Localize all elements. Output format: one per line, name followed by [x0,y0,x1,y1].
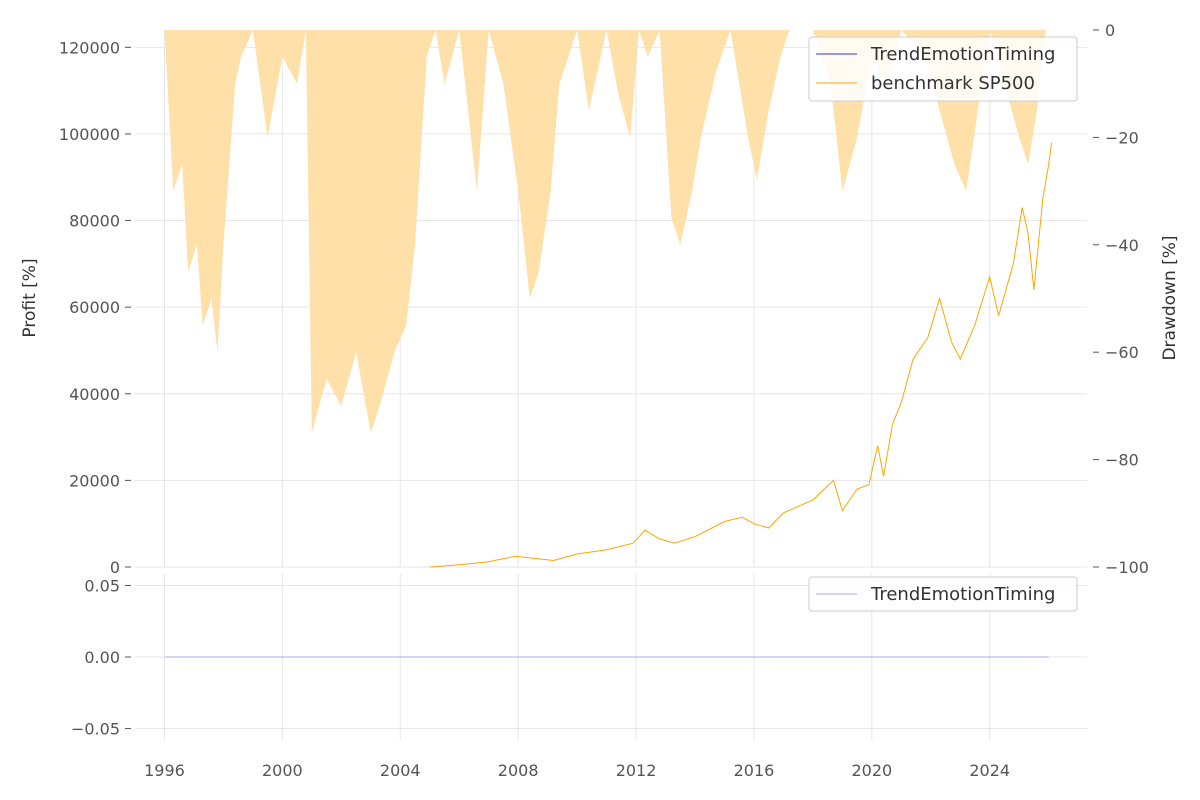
bottom-legend-box [808,576,1078,612]
y-tick-label: 40000 [69,385,120,404]
y2-tick-label: −20 [1105,128,1139,147]
bottom-legend: TrendEmotionTiming [808,576,1078,612]
drawdown-axis-label: Drawdown [%] [1160,235,1180,360]
x-tick-label: 2004 [380,761,421,780]
profit-axis-label: Profit [%] [20,258,40,337]
top-legend-box [808,36,1078,102]
profit-drawdown-panel: 0 20000 40000 60000 80000 100000 120000 0 −20 −40… [20,21,1180,577]
y-tick-label: 80000 [69,212,120,231]
y2-tick-label: −60 [1105,343,1139,362]
x-tick-label: 2024 [969,761,1010,780]
strategy-returns-panel: −0.05 0.00 0.05 TrendEmotionTiming [71,574,1087,740]
benchmark-line [429,142,1053,568]
bottom-axis-ticks: −0.05 0.00 0.05 [71,576,131,739]
drawdown-area [164,30,1052,433]
top-axis-ticks: 0 20000 40000 60000 80000 100000 120000 0 −20 −40… [59,21,1149,577]
y-tick-label: 60000 [69,298,120,317]
y-tick-label: 120000 [59,38,120,57]
bottom-y-tick-label: 0.00 [84,648,120,667]
top-legend: TrendEmotionTiming benchmark SP500 [808,36,1078,102]
y-tick-label: 20000 [69,471,120,490]
x-tick-label: 2012 [616,761,657,780]
legend-label-strategy: TrendEmotionTiming [870,44,1055,65]
legend-label-benchmark: benchmark SP500 [871,73,1035,94]
x-tick-label: 2016 [734,761,775,780]
drawdown-area-layer [164,30,1052,433]
x-tick-label: 2000 [262,761,303,780]
bottom-y-tick-label: −0.05 [71,720,120,739]
y2-tick-label: −40 [1105,236,1139,255]
x-tick-label: 2020 [851,761,892,780]
y2-tick-label: −100 [1105,558,1149,577]
legend-label-strategy-bottom: TrendEmotionTiming [870,584,1055,605]
y-tick-label: 100000 [59,125,120,144]
y2-tick-label: −80 [1105,451,1139,470]
y-tick-label: 0 [110,558,120,577]
bottom-y-tick-label: 0.05 [84,576,120,595]
x-axis-ticks: 1996 2000 2004 2008 2012 2016 2020 2024 [144,761,1010,780]
y2-tick-label: 0 [1105,21,1115,40]
x-tick-label: 2008 [498,761,539,780]
top-series-layer [429,142,1053,568]
x-tick-label: 1996 [144,761,185,780]
